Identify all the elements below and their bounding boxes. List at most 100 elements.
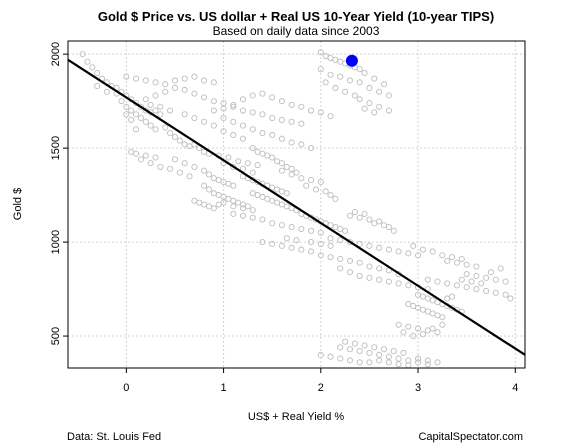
scatter-point — [356, 79, 363, 86]
scatter-point — [103, 88, 110, 95]
scatter-point — [332, 195, 339, 202]
scatter-point — [312, 186, 319, 193]
scatter-point — [356, 272, 363, 279]
scatter-point — [186, 173, 193, 180]
scatter-point — [288, 244, 295, 251]
scatter-point — [249, 207, 256, 214]
scatter-point — [385, 224, 392, 231]
scatter-point — [123, 73, 130, 80]
scatter-point — [259, 239, 266, 246]
scatter-point — [361, 210, 368, 217]
scatter-point — [191, 90, 198, 97]
latest-point — [345, 54, 358, 67]
scatter-point — [176, 137, 183, 144]
scatter-point — [152, 126, 159, 133]
scatter-point — [434, 359, 441, 366]
scatter-point — [463, 261, 470, 268]
scatter-point — [171, 156, 179, 163]
scatter-point — [424, 276, 431, 283]
scatter-point — [371, 344, 378, 351]
scatter-point — [239, 122, 247, 129]
scatter-point — [137, 103, 144, 110]
scatter-point — [220, 115, 227, 122]
scatter-point — [400, 329, 407, 336]
scatter-point — [483, 274, 490, 281]
scatter-point — [395, 361, 402, 368]
scatter-point — [390, 348, 397, 355]
scatter-point — [278, 98, 285, 105]
scatter-point — [376, 276, 383, 283]
scatter-point — [162, 81, 169, 88]
scatter-point — [220, 105, 227, 112]
scatter-point — [142, 118, 149, 125]
fit-line-group — [67, 58, 526, 356]
scatter-point — [293, 237, 300, 244]
scatter-point — [278, 222, 285, 229]
scatter-point — [507, 295, 514, 302]
scatter-point — [356, 259, 363, 266]
scatter-point — [346, 257, 354, 264]
scatter-point — [414, 359, 422, 366]
scatter-point — [376, 357, 383, 364]
scatter-point — [342, 88, 349, 95]
scatter-point — [366, 99, 373, 107]
scatter-point — [502, 278, 509, 285]
scatter-point — [502, 291, 509, 298]
scatter-point — [239, 165, 247, 172]
scatter-point — [283, 235, 290, 242]
scatter-point — [385, 353, 392, 360]
scatter-point — [458, 276, 465, 283]
scatter-point — [317, 49, 324, 56]
scatter-point — [269, 94, 276, 101]
chart-subtitle: Based on daily data since 2003 — [213, 24, 380, 38]
scatter-point — [259, 111, 266, 118]
scatter-point — [385, 246, 392, 253]
scatter-point — [133, 126, 140, 133]
scatter-point — [497, 265, 504, 272]
scatter-point — [288, 118, 295, 125]
scatter-point — [133, 75, 140, 82]
scatter-point — [278, 116, 285, 123]
scatter-point — [249, 214, 256, 221]
scatter-point — [278, 135, 285, 142]
scatter-point — [346, 346, 354, 353]
scatter-point — [249, 92, 256, 99]
plot-frame — [67, 40, 526, 369]
scatter-point — [128, 107, 135, 114]
scatter-point — [337, 265, 344, 272]
scatter-point — [317, 66, 324, 73]
scatter-point — [366, 263, 373, 270]
scatter-point — [147, 101, 154, 108]
scatter-point — [201, 182, 208, 189]
y-axis: 500 1000 1500 2000 — [50, 42, 68, 345]
scatter-point — [405, 282, 412, 289]
scatter-point — [342, 227, 349, 234]
scatter-point — [346, 77, 354, 84]
scatter-point — [152, 154, 159, 161]
scatter-point — [298, 103, 305, 110]
scatter-point — [327, 353, 334, 360]
scatter-point — [147, 160, 154, 167]
scatter-point — [167, 130, 174, 137]
scatter-point — [332, 84, 339, 92]
scatter-point — [210, 107, 217, 114]
scatter-point — [191, 73, 198, 80]
scatter-point — [94, 83, 101, 90]
scatter-point — [414, 355, 422, 362]
scatter-point — [395, 248, 402, 255]
scatter-point — [298, 175, 305, 182]
scatter-point — [269, 115, 276, 122]
scatter-point — [346, 269, 354, 276]
scatter-point — [152, 79, 159, 86]
scatter-point — [201, 167, 208, 174]
scatter-point — [205, 186, 213, 193]
scatter-point — [395, 355, 402, 362]
scatter-point — [346, 212, 354, 219]
scatter-point — [351, 92, 358, 99]
scatter-point — [439, 252, 446, 259]
scatter-point — [303, 182, 310, 189]
scatter-point — [230, 103, 237, 110]
scatter-point — [434, 329, 441, 336]
scatter-point — [181, 75, 188, 82]
scatter-point — [473, 272, 480, 279]
